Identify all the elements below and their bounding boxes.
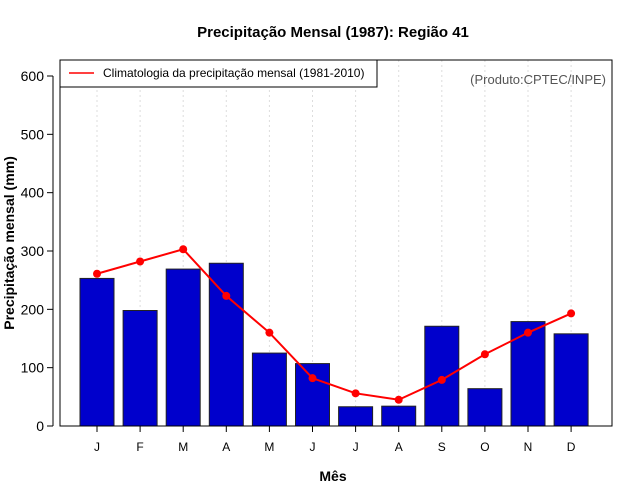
x-tick-label: J [94, 440, 100, 454]
legend: Climatologia da precipitação mensal (198… [59, 59, 378, 88]
legend-label: Climatologia da precipitação mensal (198… [103, 66, 364, 80]
y-tick-label: 500 [21, 126, 45, 142]
climatology-line [96, 248, 572, 401]
y-tick-label: 0 [36, 418, 44, 434]
x-tick-label: S [438, 440, 446, 454]
bar-3 [208, 262, 244, 427]
climatology-point-11 [567, 309, 576, 318]
bar-5 [295, 363, 330, 427]
bar-2 [165, 268, 201, 427]
x-tick-label: F [136, 440, 143, 454]
chart-title: Precipitação Mensal (1987): Região 41 [197, 24, 469, 41]
climatology-point-9 [480, 350, 489, 359]
climatology-point-10 [524, 328, 532, 337]
legend-box [59, 59, 378, 88]
y-tick-label: 200 [21, 301, 45, 317]
bar-4 [251, 352, 287, 427]
x-tick-label: M [178, 440, 188, 454]
y-tick-label: 600 [21, 68, 45, 84]
x-axis-label: Mês [319, 468, 346, 484]
bar-0 [79, 277, 115, 427]
climatology-point-0 [93, 269, 101, 278]
climatology-point-8 [437, 375, 446, 384]
bar-9 [467, 388, 503, 427]
x-tick-label: N [524, 440, 533, 454]
climatology-point-5 [308, 374, 317, 383]
x-tick-label: A [395, 440, 403, 454]
bar-6 [338, 406, 374, 427]
climatology-point-2 [179, 245, 188, 254]
x-tick-label: M [264, 440, 274, 454]
climatology-point-1 [136, 257, 145, 266]
y-tick-label: 100 [21, 360, 45, 376]
climatology-point-7 [394, 395, 403, 404]
climatology-point-3 [222, 291, 231, 300]
y-tick-label: 300 [21, 243, 45, 259]
climatology-point-4 [265, 328, 274, 337]
x-tick-label: J [310, 440, 316, 454]
bar-11 [553, 333, 589, 427]
bar-7 [381, 405, 417, 427]
credit-text: (Produto:CPTEC/INPE) [470, 72, 606, 87]
x-tick-label: D [567, 440, 576, 454]
climatology-point-6 [351, 389, 360, 398]
bar-1 [122, 310, 158, 427]
y-tick-label: 400 [21, 185, 45, 201]
x-tick-label: O [480, 440, 489, 454]
bar-10 [510, 321, 546, 427]
x-tick-label: A [222, 440, 230, 454]
x-tick-label: J [353, 440, 359, 454]
y-axis-label: Precipitação mensal (mm) [1, 156, 17, 330]
